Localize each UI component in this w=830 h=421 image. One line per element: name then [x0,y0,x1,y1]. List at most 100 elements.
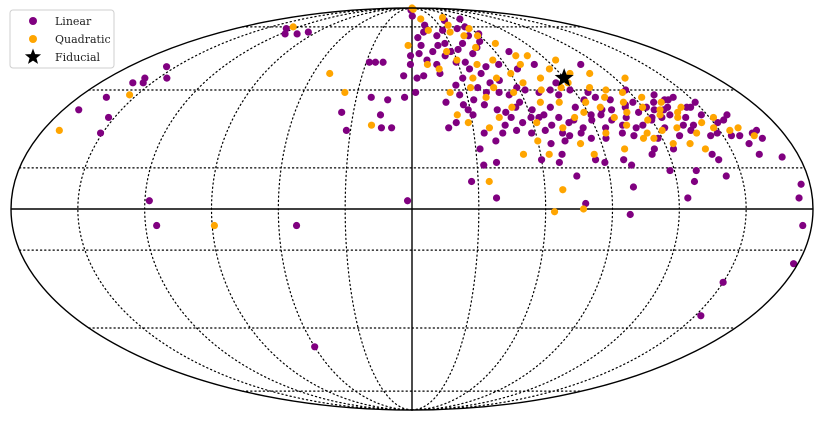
linear-point [406,52,415,60]
linear-point [459,101,468,109]
series-fiducial [554,68,574,87]
linear-point [546,86,554,94]
linear-point [689,121,698,129]
linear-point [281,30,289,38]
quadratic-point [710,124,718,132]
linear-point [697,312,705,320]
linear-point [477,69,485,78]
quadratic-point [621,145,629,153]
quadratic-point [485,124,494,132]
linear-point [400,93,409,101]
linear-point [452,81,460,89]
quadratic-point [523,52,531,60]
linear-point [692,166,700,175]
quadratic-point [585,83,594,92]
linear-point [384,96,392,104]
quadratic-point [590,150,598,158]
series-linear [75,6,807,351]
linear-point [587,134,595,142]
quadratic-point [492,74,501,82]
linear-point [311,343,319,351]
linear-point [421,21,429,29]
quadratic-point [559,124,567,132]
linear-point [461,58,469,66]
linear-point [722,172,730,180]
linear-point [601,158,609,167]
quadratic-point [623,108,631,116]
quadratic-point [638,93,646,101]
quadratic-point [580,108,588,116]
quadratic-point [610,113,618,122]
quadratic-point [698,119,706,127]
linear-point [516,98,524,106]
linear-point [797,180,805,188]
quadratic-point [669,140,677,148]
linear-point [104,113,113,122]
quadratic-point [623,121,631,129]
linear-point [467,177,476,186]
quadratic-point [473,60,481,69]
linear-point [453,24,461,33]
linear-point [684,194,692,202]
linear-point [713,129,721,137]
quadratic-point [507,69,515,78]
quadratic-point [586,69,594,78]
quadratic-point [472,43,480,52]
quadratic-point [519,150,528,158]
linear-point [414,34,422,42]
quadratic-point [533,119,541,127]
linear-point [412,88,420,97]
linear-point [561,137,569,145]
quadratic-point [639,134,648,142]
linear-point [546,103,554,111]
linear-point [606,96,614,104]
quadratic-point [656,111,664,119]
linear-point [413,74,421,82]
linear-point [474,83,482,92]
quadratic-point [559,186,567,194]
quadratic-point [516,60,524,69]
quadratic-point [466,83,475,92]
sky-boundary [10,7,814,411]
linear-point [669,93,677,101]
linear-point [129,79,137,87]
linear-point [602,124,610,132]
linear-point [507,113,515,122]
quadratic-point [491,39,499,48]
linear-point [452,119,460,127]
quadratic-point [657,98,665,106]
linear-point [632,124,640,132]
quadratic-point [465,24,473,33]
quadratic-point [545,150,553,158]
linear-point [648,150,656,158]
linear-point [629,183,638,191]
linear-point [627,161,636,169]
linear-point [630,132,638,140]
linear-point [714,119,722,127]
linear-point [376,111,385,119]
linear-point [139,79,147,87]
linear-point [719,278,727,286]
linear-point [582,199,590,208]
quadratic-point [438,13,447,22]
quadratic-point [545,65,554,73]
linear-point [555,91,563,99]
quadratic-point [367,121,376,129]
linear-point [400,72,408,80]
quadratic-point [602,129,610,137]
quadratic-point [643,129,651,137]
quadratic-point [490,83,498,92]
linear-point [634,108,643,116]
linear-point [778,153,786,161]
linear-point [365,58,373,66]
linear-point [469,111,477,119]
linear-point [650,106,658,114]
quadratic-point [709,113,718,122]
linear-point [292,221,301,230]
linear-point [476,145,484,153]
linear-point [492,194,501,202]
quadratic-point [644,116,652,124]
linear-point [102,93,110,101]
linear-point [789,260,798,268]
